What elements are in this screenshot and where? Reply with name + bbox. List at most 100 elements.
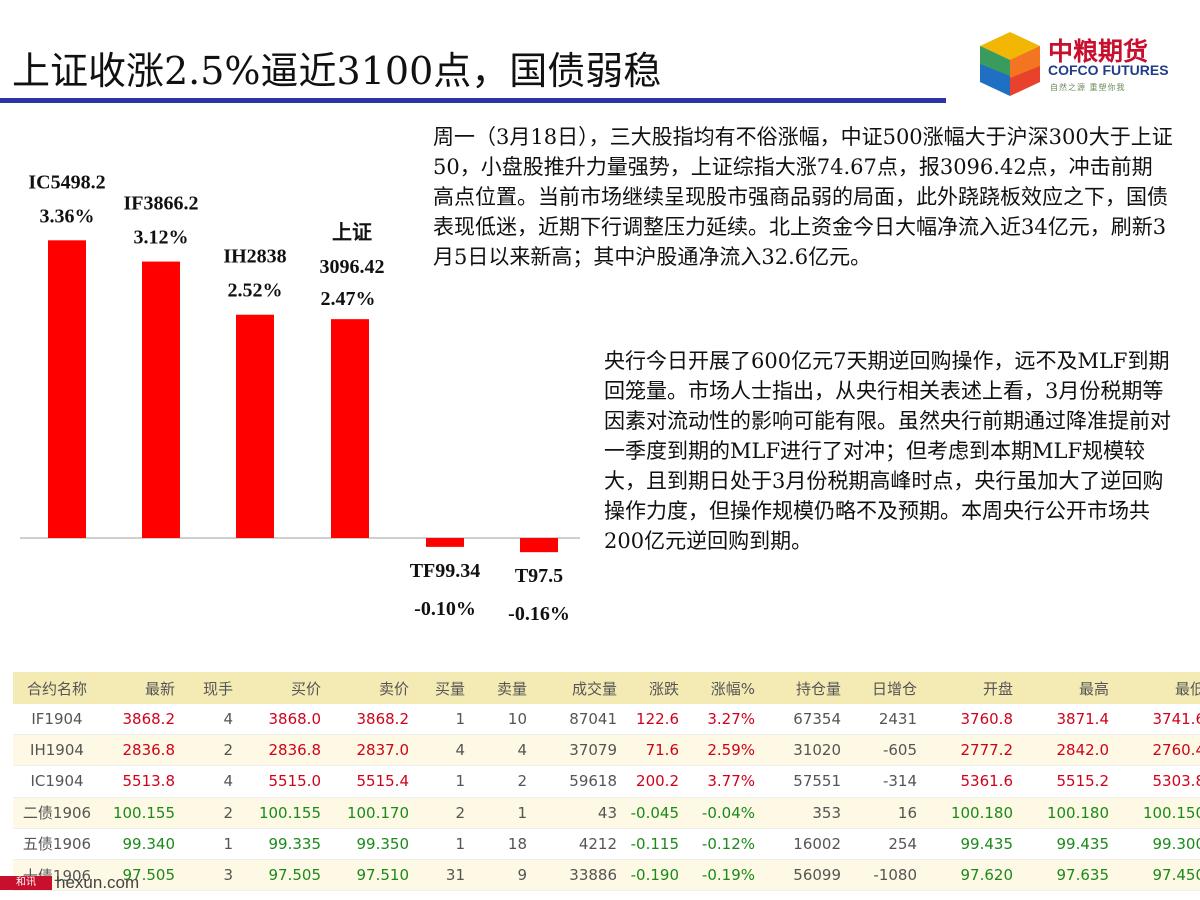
column-header[interactable]: 开盘 xyxy=(923,672,1019,704)
table-cell: 1 xyxy=(415,828,471,860)
table-cell: 3.77% xyxy=(685,765,761,798)
logo-chinese-name: 中粮期货 xyxy=(1048,37,1149,66)
column-header[interactable]: 卖量 xyxy=(471,672,533,704)
contract-name-cell: IF1904 xyxy=(13,704,101,736)
bar-percent-label: 3.12% xyxy=(134,227,189,249)
table-cell: 4 xyxy=(415,734,471,767)
table-cell: 3 xyxy=(181,859,239,892)
table-cell: 1 xyxy=(415,704,471,736)
column-header[interactable]: 最低 xyxy=(1115,672,1200,704)
table-cell: 2 xyxy=(181,797,239,829)
table-cell: 100.155 xyxy=(101,797,181,829)
table-cell: 31 xyxy=(415,859,471,892)
column-header[interactable]: 合约名称 xyxy=(13,672,101,704)
table-cell: 5515.4 xyxy=(327,765,415,798)
table-cell: 87041 xyxy=(533,704,623,736)
table-cell: -0.04% xyxy=(685,797,761,829)
bar-percent-label: -0.10% xyxy=(414,598,476,620)
bar-percent-label: 2.52% xyxy=(228,280,283,302)
column-header[interactable]: 涨跌 xyxy=(623,672,685,704)
table-cell: 100.155 xyxy=(239,797,327,829)
column-header[interactable]: 卖价 xyxy=(327,672,415,704)
table-cell: 1 xyxy=(415,765,471,798)
column-header[interactable]: 持仓量 xyxy=(761,672,847,704)
table-row[interactable]: IH1904 2836.8 2 2836.8 2837.0 4 4 37079 71.6 2.59… xyxy=(13,734,1200,767)
column-header[interactable]: 涨幅% xyxy=(685,672,761,704)
page-title: 上证收涨2.5%逼近3100点，国债弱稳 xyxy=(12,49,662,93)
column-header[interactable]: 买量 xyxy=(415,672,471,704)
table-cell: 67354 xyxy=(761,704,847,736)
futures-quote-table: 合约名称 最新 现手 买价 卖价 买量 卖量 成交量 涨跌 涨幅% 持仓量 日增仓 开盘 最高 最低 IF1… xyxy=(13,672,1200,892)
logo-tagline: 自然之源 重塑你我 xyxy=(1050,83,1126,92)
table-cell: 5513.8 xyxy=(101,765,181,798)
table-cell: 3741.6 xyxy=(1115,704,1200,736)
column-header[interactable]: 最新 xyxy=(101,672,181,704)
table-cell: 5515.0 xyxy=(239,765,327,798)
table-cell: 5361.6 xyxy=(923,765,1019,798)
table-cell: 2 xyxy=(181,734,239,767)
table-cell: -0.19% xyxy=(685,859,761,892)
chart-bar xyxy=(48,240,86,538)
table-row[interactable]: 十债1906 97.505 3 97.505 97.510 31 9 33886 -0.190-… xyxy=(13,859,1200,892)
table-body: IF1904 3868.2 4 3868.0 3868.2 1 10 87041 122.6 3.… xyxy=(13,704,1200,892)
market-commentary-paragraph: 周一（3月18日），三大股指均有不俗涨幅，中证500涨幅大于沪深300大于上证5… xyxy=(433,125,1173,269)
table-cell: 100.180 xyxy=(923,797,1019,829)
table-cell: 37079 xyxy=(533,734,623,767)
table-cell: -0.045 xyxy=(623,797,685,829)
table-cell: 71.6 xyxy=(623,734,685,767)
table-row[interactable]: IC1904 5513.8 4 5515.0 5515.4 1 2 59618 200.2 3.7… xyxy=(13,765,1200,798)
table-cell: 2760.4 xyxy=(1115,734,1200,767)
column-header[interactable]: 最高 xyxy=(1019,672,1115,704)
column-header[interactable]: 成交量 xyxy=(533,672,623,704)
table-cell: 5303.8 xyxy=(1115,765,1200,798)
cofco-cube-icon xyxy=(980,32,1040,96)
table-cell: 4 xyxy=(471,734,533,767)
hexun-url: hexun.com xyxy=(56,873,140,892)
bar-name-label: IC5498.2 xyxy=(28,171,105,193)
bar-name-label: IH2838 xyxy=(223,246,286,268)
table-cell: 56099 xyxy=(761,859,847,892)
table-cell: 3868.2 xyxy=(327,704,415,736)
column-header[interactable]: 现手 xyxy=(181,672,239,704)
index-change-bar-chart: IC5498.2 3.36% IF3866.2 3.12% IH2838 2.52% 上证 3… xyxy=(20,171,580,625)
table-row[interactable]: 二债1906 100.155 2 100.155 100.170 2 1 43 -0.045 -0… xyxy=(13,797,1200,829)
bar-percent-label: -0.16% xyxy=(508,603,570,625)
logo-english-name: COFCO FUTURES xyxy=(1048,62,1169,78)
table-row[interactable]: IF1904 3868.2 4 3868.0 3868.2 1 10 87041 122.6 3.… xyxy=(13,704,1200,736)
bar-percent-label: 3.36% xyxy=(40,205,95,227)
bar-percent-label: 2.47% xyxy=(321,288,376,310)
table-cell: -1080 xyxy=(847,859,923,892)
table-cell: 99.435 xyxy=(1019,828,1115,860)
table-row[interactable]: 五债1906 99.340 1 99.335 99.350 1 18 4212 -0.115 -0… xyxy=(13,828,1200,860)
table-cell: 1 xyxy=(181,828,239,860)
table-cell: 97.505 xyxy=(239,859,327,892)
table-cell: 16002 xyxy=(761,828,847,860)
table-cell: 99.350 xyxy=(327,828,415,860)
contract-name-cell: IH1904 xyxy=(13,734,101,767)
column-header[interactable]: 日增仓 xyxy=(847,672,923,704)
chart-bar xyxy=(142,261,180,538)
table-cell: 2.59% xyxy=(685,734,761,767)
chart-bar xyxy=(236,314,274,538)
table-cell: 100.170 xyxy=(327,797,415,829)
table-cell: 18 xyxy=(471,828,533,860)
table-cell: 97.510 xyxy=(327,859,415,892)
table-cell: 4212 xyxy=(533,828,623,860)
table-cell: 3760.8 xyxy=(923,704,1019,736)
table-cell: 3871.4 xyxy=(1019,704,1115,736)
table-cell: 99.335 xyxy=(239,828,327,860)
table-cell: 2836.8 xyxy=(101,734,181,767)
table-cell: -0.190 xyxy=(623,859,685,892)
chart-bar xyxy=(520,538,558,553)
chart-bar xyxy=(331,319,369,538)
table-cell: -0.12% xyxy=(685,828,761,860)
column-header[interactable]: 买价 xyxy=(239,672,327,704)
table-cell: 122.6 xyxy=(623,704,685,736)
table-cell: 200.2 xyxy=(623,765,685,798)
bar-name-label: 上证 xyxy=(332,221,372,244)
table-cell: 2842.0 xyxy=(1019,734,1115,767)
table-cell: -314 xyxy=(847,765,923,798)
table-cell: 5515.2 xyxy=(1019,765,1115,798)
table-cell: 99.340 xyxy=(101,828,181,860)
table-cell: 3868.2 xyxy=(101,704,181,736)
